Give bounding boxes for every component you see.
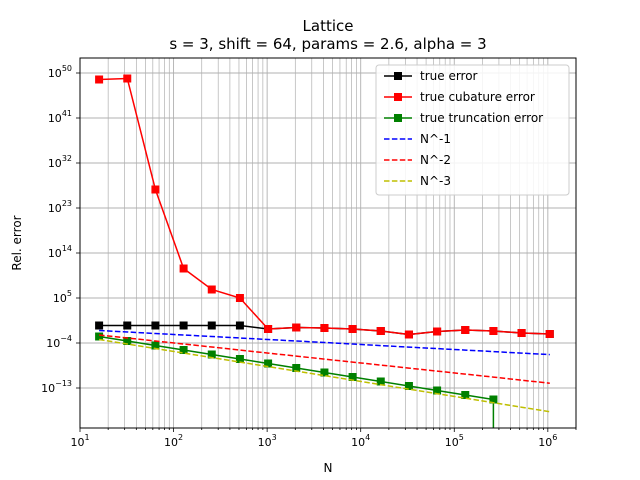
data-point — [433, 327, 442, 336]
x-tick-label: 101 — [70, 433, 89, 449]
data-point — [292, 323, 301, 332]
y-tick-label: 1050 — [48, 64, 72, 80]
series-3 — [99, 329, 550, 356]
legend-label: N^-3 — [420, 174, 451, 188]
data-point — [151, 321, 160, 330]
plot-frame — [79, 57, 577, 429]
legend-marker — [394, 93, 402, 101]
data-point — [95, 332, 104, 341]
data-point — [179, 264, 188, 273]
chart-subtitle: s = 3, shift = 64, params = 2.6, alpha =… — [169, 35, 486, 53]
data-point — [489, 327, 498, 335]
y-tick-label: 10−13 — [41, 379, 72, 395]
series-line — [99, 329, 550, 356]
data-point — [404, 382, 413, 390]
series-line — [98, 338, 550, 413]
data-point — [264, 359, 273, 368]
y-tick-label: 10−4 — [46, 334, 72, 350]
data-point — [348, 373, 357, 381]
legend-label: N^-1 — [420, 132, 451, 146]
series-4 — [99, 334, 550, 384]
data-point — [235, 321, 244, 330]
data-point — [123, 74, 132, 83]
y-tick-label: 1023 — [48, 199, 72, 215]
x-axis-label: N — [324, 461, 333, 475]
legend-label: N^-2 — [420, 153, 451, 167]
series-2 — [95, 332, 498, 428]
data-point — [207, 321, 216, 330]
data-point — [489, 395, 498, 404]
data-point — [264, 325, 273, 333]
y-tick-label: 105 — [53, 289, 72, 305]
legend-label: true truncation error — [420, 111, 543, 125]
axis-ticks: 101 102 103 104 105 106 1050 1041 1032 1023 1014 10… — [41, 64, 577, 449]
y-axis-label: Rel. error — [10, 215, 24, 270]
data-point — [235, 294, 244, 302]
series-line — [98, 335, 495, 428]
series-5 — [98, 338, 550, 413]
data-point — [376, 327, 385, 335]
data-point — [376, 377, 385, 386]
legend-marker — [394, 72, 402, 80]
data-point — [320, 368, 329, 377]
data-point — [404, 330, 413, 339]
data-point — [292, 364, 301, 372]
data-point — [207, 350, 216, 359]
legend-box — [375, 64, 570, 196]
data-point — [461, 326, 470, 334]
data-point — [545, 330, 554, 338]
y-tick-label: 1014 — [48, 244, 72, 260]
data-point — [95, 75, 104, 84]
x-tick-label: 105 — [445, 433, 464, 449]
data-point — [517, 329, 526, 337]
data-point — [433, 386, 442, 395]
series-1 — [95, 74, 554, 339]
y-tick-label: 1032 — [48, 154, 72, 170]
data-point — [151, 185, 160, 194]
series-layer — [95, 74, 554, 428]
series-line — [99, 334, 550, 384]
x-tick-label: 102 — [164, 433, 183, 449]
x-tick-label: 106 — [538, 433, 557, 449]
data-point — [123, 337, 132, 345]
legend-label: true error — [420, 69, 478, 83]
data-point — [151, 341, 160, 350]
x-tick-label: 104 — [351, 433, 370, 449]
data-point — [95, 321, 104, 330]
chart-title: Lattice — [303, 17, 354, 35]
data-point — [461, 391, 470, 399]
x-tick-label: 103 — [258, 433, 277, 449]
data-point — [320, 324, 329, 332]
data-point — [207, 285, 216, 294]
data-point — [348, 325, 357, 333]
data-point — [123, 321, 132, 330]
legend: true error true cubature error true trunca… — [375, 64, 570, 196]
legend-marker — [394, 114, 402, 122]
data-point — [179, 321, 188, 330]
y-tick-label: 1041 — [48, 109, 72, 125]
data-point — [179, 346, 188, 354]
legend-label: true cubature error — [420, 90, 535, 104]
data-point — [235, 355, 244, 363]
